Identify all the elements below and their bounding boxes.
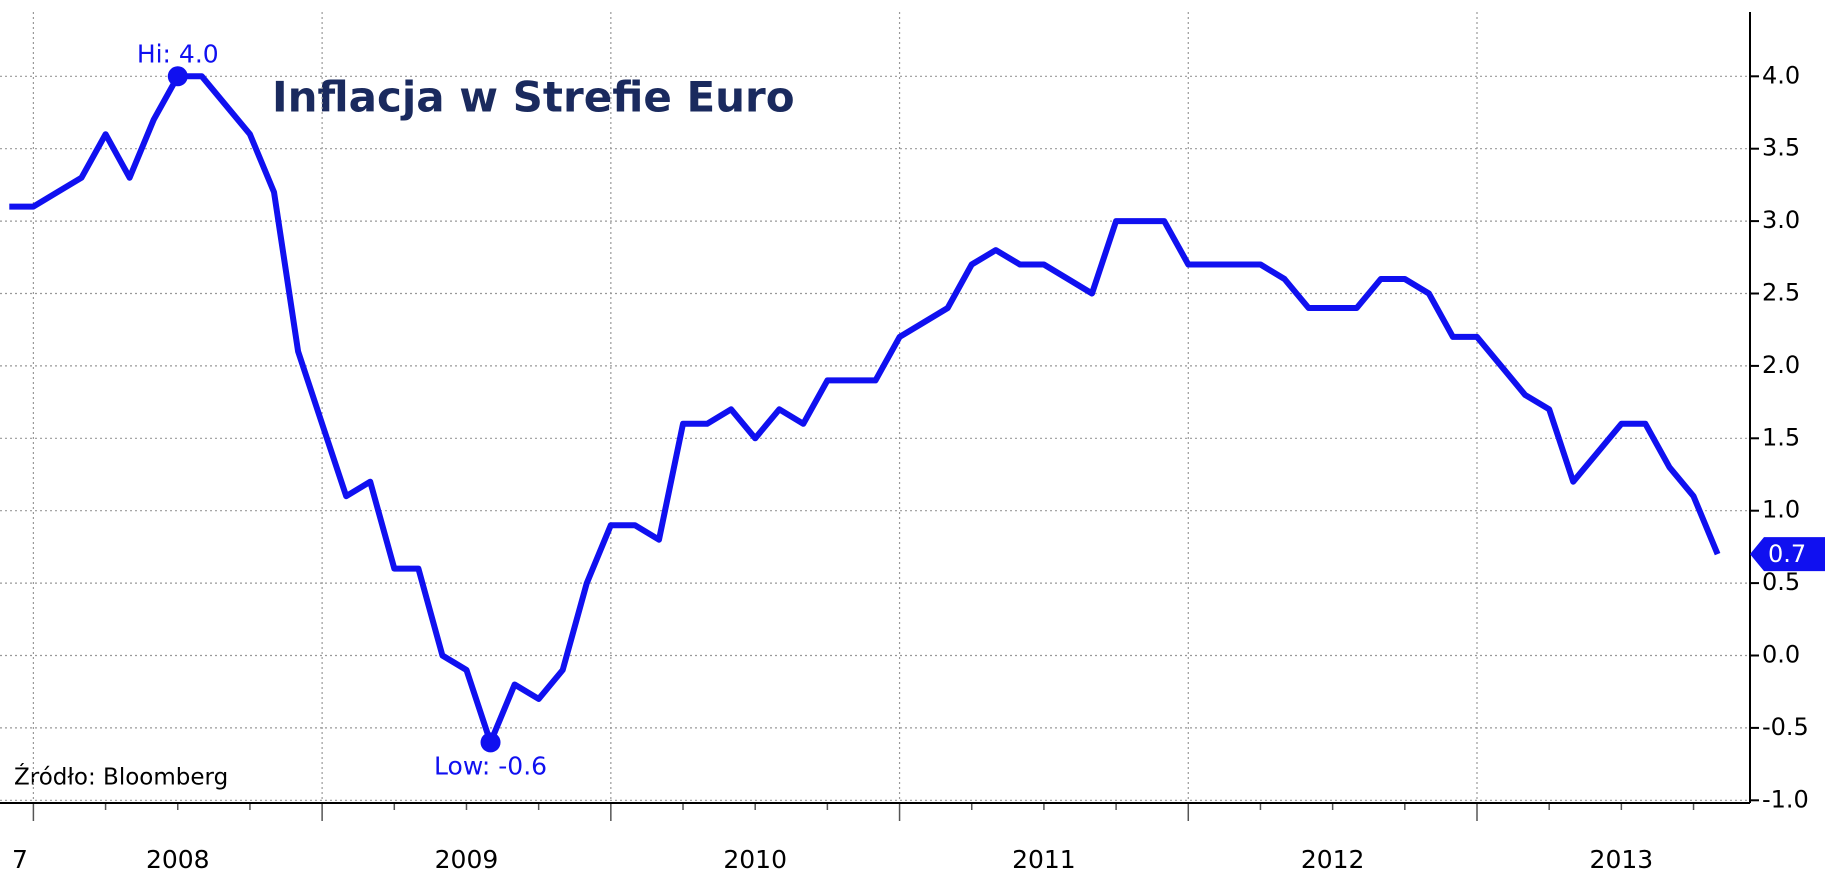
annotation-point <box>167 66 188 87</box>
annotation-point <box>480 732 501 753</box>
y-tick-label: 1.5 <box>1762 423 1800 451</box>
x-tick-label: 2009 <box>435 845 499 873</box>
x-tick-label: 2012 <box>1301 845 1365 873</box>
x-tick-label: 2011 <box>1012 845 1076 873</box>
y-tick-label: -1.0 <box>1762 785 1809 813</box>
last-value-label: 0.7 <box>1768 540 1806 568</box>
x-tick-label: 7 <box>12 845 28 873</box>
last-value-flag <box>1750 537 1825 572</box>
x-tick-label: 2008 <box>146 845 210 873</box>
x-tick-label: 2010 <box>723 845 787 873</box>
x-tick-label: 2013 <box>1590 845 1654 873</box>
y-tick-label: 3.0 <box>1762 206 1800 234</box>
source: Źródło: Bloomberg <box>14 763 228 791</box>
y-tick-label: 4.0 <box>1762 61 1800 89</box>
y-tick-label: -0.5 <box>1762 713 1809 741</box>
line-series <box>9 73 1721 746</box>
y-tick-label: 3.5 <box>1762 134 1800 162</box>
annotation-label: Hi: 4.0 <box>137 39 219 68</box>
annotation-label: Low: -0.6 <box>434 751 547 780</box>
y-tick-label: 2.5 <box>1762 279 1800 307</box>
y-tick-label: 1.0 <box>1762 496 1800 524</box>
y-tick-label: 0.0 <box>1762 641 1800 669</box>
y-tick-label: 0.5 <box>1762 568 1800 596</box>
chart-title: Inflacja w Strefie Euro <box>272 73 795 122</box>
y-tick-label: 2.0 <box>1762 351 1800 379</box>
